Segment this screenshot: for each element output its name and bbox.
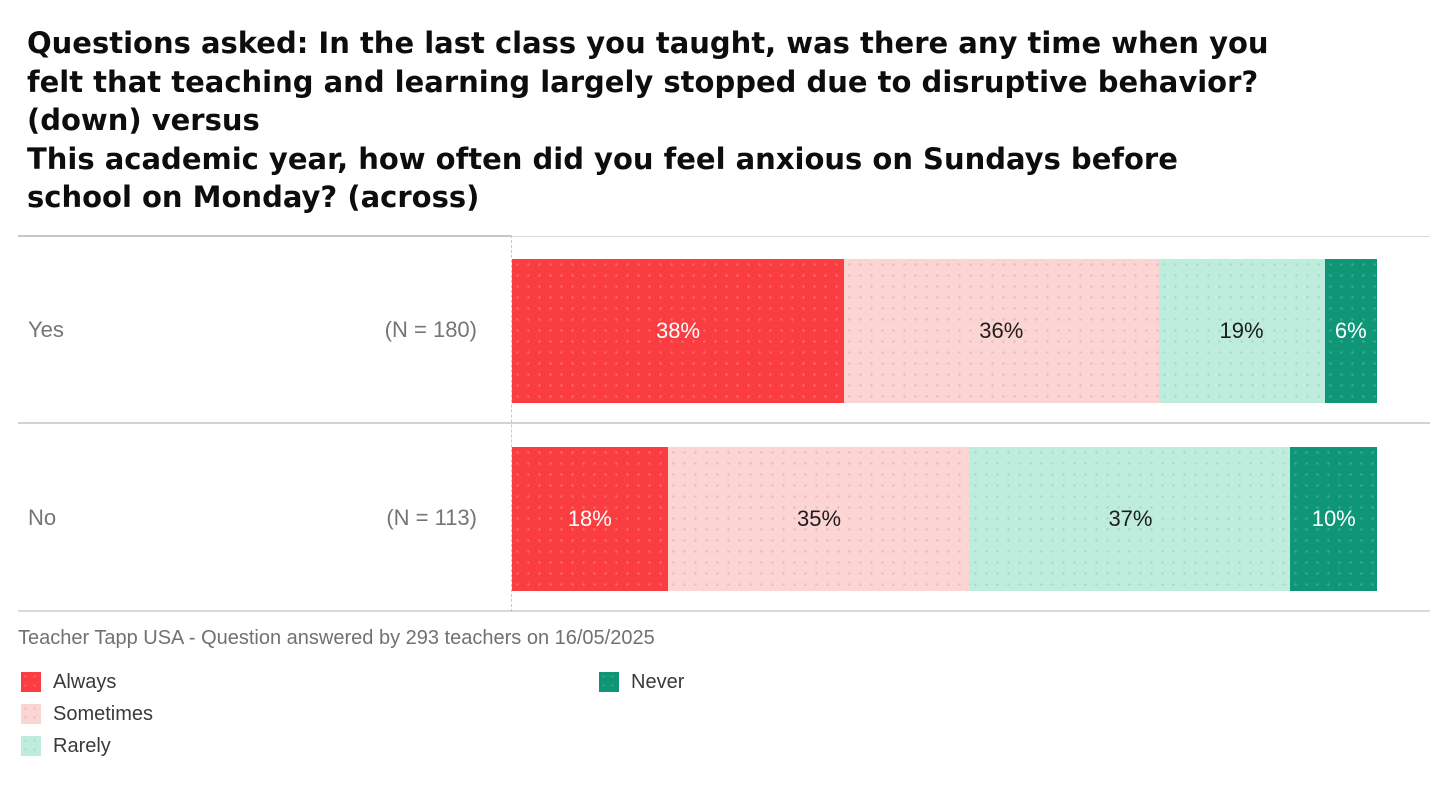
stacked-bar: 38% 36% 19% 6% — [512, 259, 1377, 403]
never-swatch-icon — [599, 672, 619, 692]
chart-area: Yes (N = 180) 38% 36% 19% 6% No (N = 113) 18% 35%… — [0, 235, 1440, 612]
row-label-cell: No (N = 113) — [28, 424, 477, 612]
chart-title: Questions asked: In the last class you t… — [27, 26, 1269, 214]
row-n-count: (N = 180) — [384, 317, 477, 342]
segment-value-label: 18% — [567, 506, 612, 531]
bar-segment-always: 18% — [512, 447, 668, 591]
bar-segment-rarely: 19% — [1158, 259, 1325, 403]
divider-line-top-left — [18, 235, 511, 237]
divider-line-top-right — [511, 236, 1430, 237]
chart-row: No (N = 113) 18% 35% 37% 10% — [0, 424, 1440, 612]
segment-value-label: 6% — [1334, 318, 1367, 343]
stacked-bar: 18% 35% 37% 10% — [512, 447, 1377, 591]
row-label: No — [28, 505, 57, 530]
legend-label: Sometimes — [53, 702, 154, 725]
bar-segment-sometimes: 36% — [844, 259, 1159, 403]
legend-item-never: Never — [599, 666, 684, 698]
bar-segment-never: 10% — [1290, 447, 1377, 591]
bar-segment-rarely: 37% — [970, 447, 1291, 591]
segment-value-label: 38% — [655, 318, 701, 343]
legend-item-rarely: Rarely — [21, 730, 599, 762]
segment-value-label: 19% — [1219, 318, 1264, 343]
legend-label: Never — [631, 670, 685, 693]
divider-line-bottom — [18, 610, 1430, 612]
source-caption: Teacher Tapp USA - Question answered by … — [18, 627, 655, 649]
segment-value-label: 37% — [1108, 506, 1153, 531]
legend-item-sometimes: Sometimes — [21, 698, 599, 730]
axis-baseline-dashed — [511, 235, 512, 612]
legend: Always Sometimes Rarely Never — [21, 666, 684, 762]
sometimes-swatch-icon — [21, 704, 41, 724]
always-swatch-icon — [21, 672, 41, 692]
bar-segment-never: 6% — [1324, 259, 1377, 403]
legend-label: Rarely — [53, 734, 111, 757]
rarely-swatch-icon — [21, 736, 41, 756]
row-label: Yes — [28, 317, 64, 342]
divider-line-middle — [18, 422, 1430, 424]
legend-label: Always — [53, 670, 117, 693]
row-n-count: (N = 113) — [386, 505, 477, 530]
segment-value-label: 35% — [797, 506, 842, 531]
legend-item-always: Always — [21, 666, 599, 698]
row-label-cell: Yes (N = 180) — [28, 236, 477, 424]
segment-value-label: 10% — [1311, 506, 1356, 531]
bar-segment-always: 38% — [512, 259, 845, 403]
chart-row: Yes (N = 180) 38% 36% 19% 6% — [0, 236, 1440, 424]
segment-value-label: 36% — [979, 318, 1024, 343]
bar-segment-sometimes: 35% — [667, 447, 971, 591]
